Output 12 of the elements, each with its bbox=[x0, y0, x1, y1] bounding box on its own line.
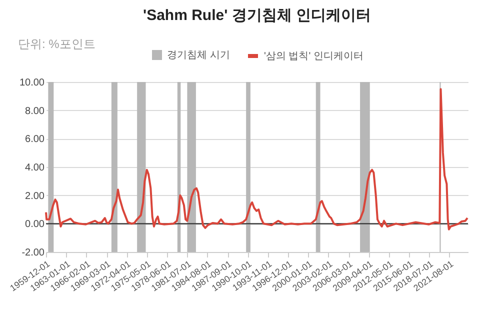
y-tick-label: -2.00 bbox=[22, 248, 45, 258]
y-tick-label: 2.00 bbox=[25, 190, 45, 202]
chart-title: 'Sahm Rule' 경기침체 인디케이터 bbox=[143, 7, 371, 24]
legend-label: '삼의 법칙' 인디케이터 bbox=[264, 51, 364, 62]
legend-label: 경기침체 시기 bbox=[167, 50, 230, 61]
chart-subtitle: 단위: %포인트 bbox=[18, 36, 96, 53]
y-tick-label: 6.00 bbox=[25, 134, 45, 146]
y-tick-label: 8.00 bbox=[25, 106, 45, 117]
line-series bbox=[45, 88, 468, 230]
y-tick-label: 4.00 bbox=[25, 162, 45, 174]
y-tick-label: 10.00 bbox=[19, 78, 45, 88]
y-tick-label: 0.00 bbox=[25, 219, 45, 230]
